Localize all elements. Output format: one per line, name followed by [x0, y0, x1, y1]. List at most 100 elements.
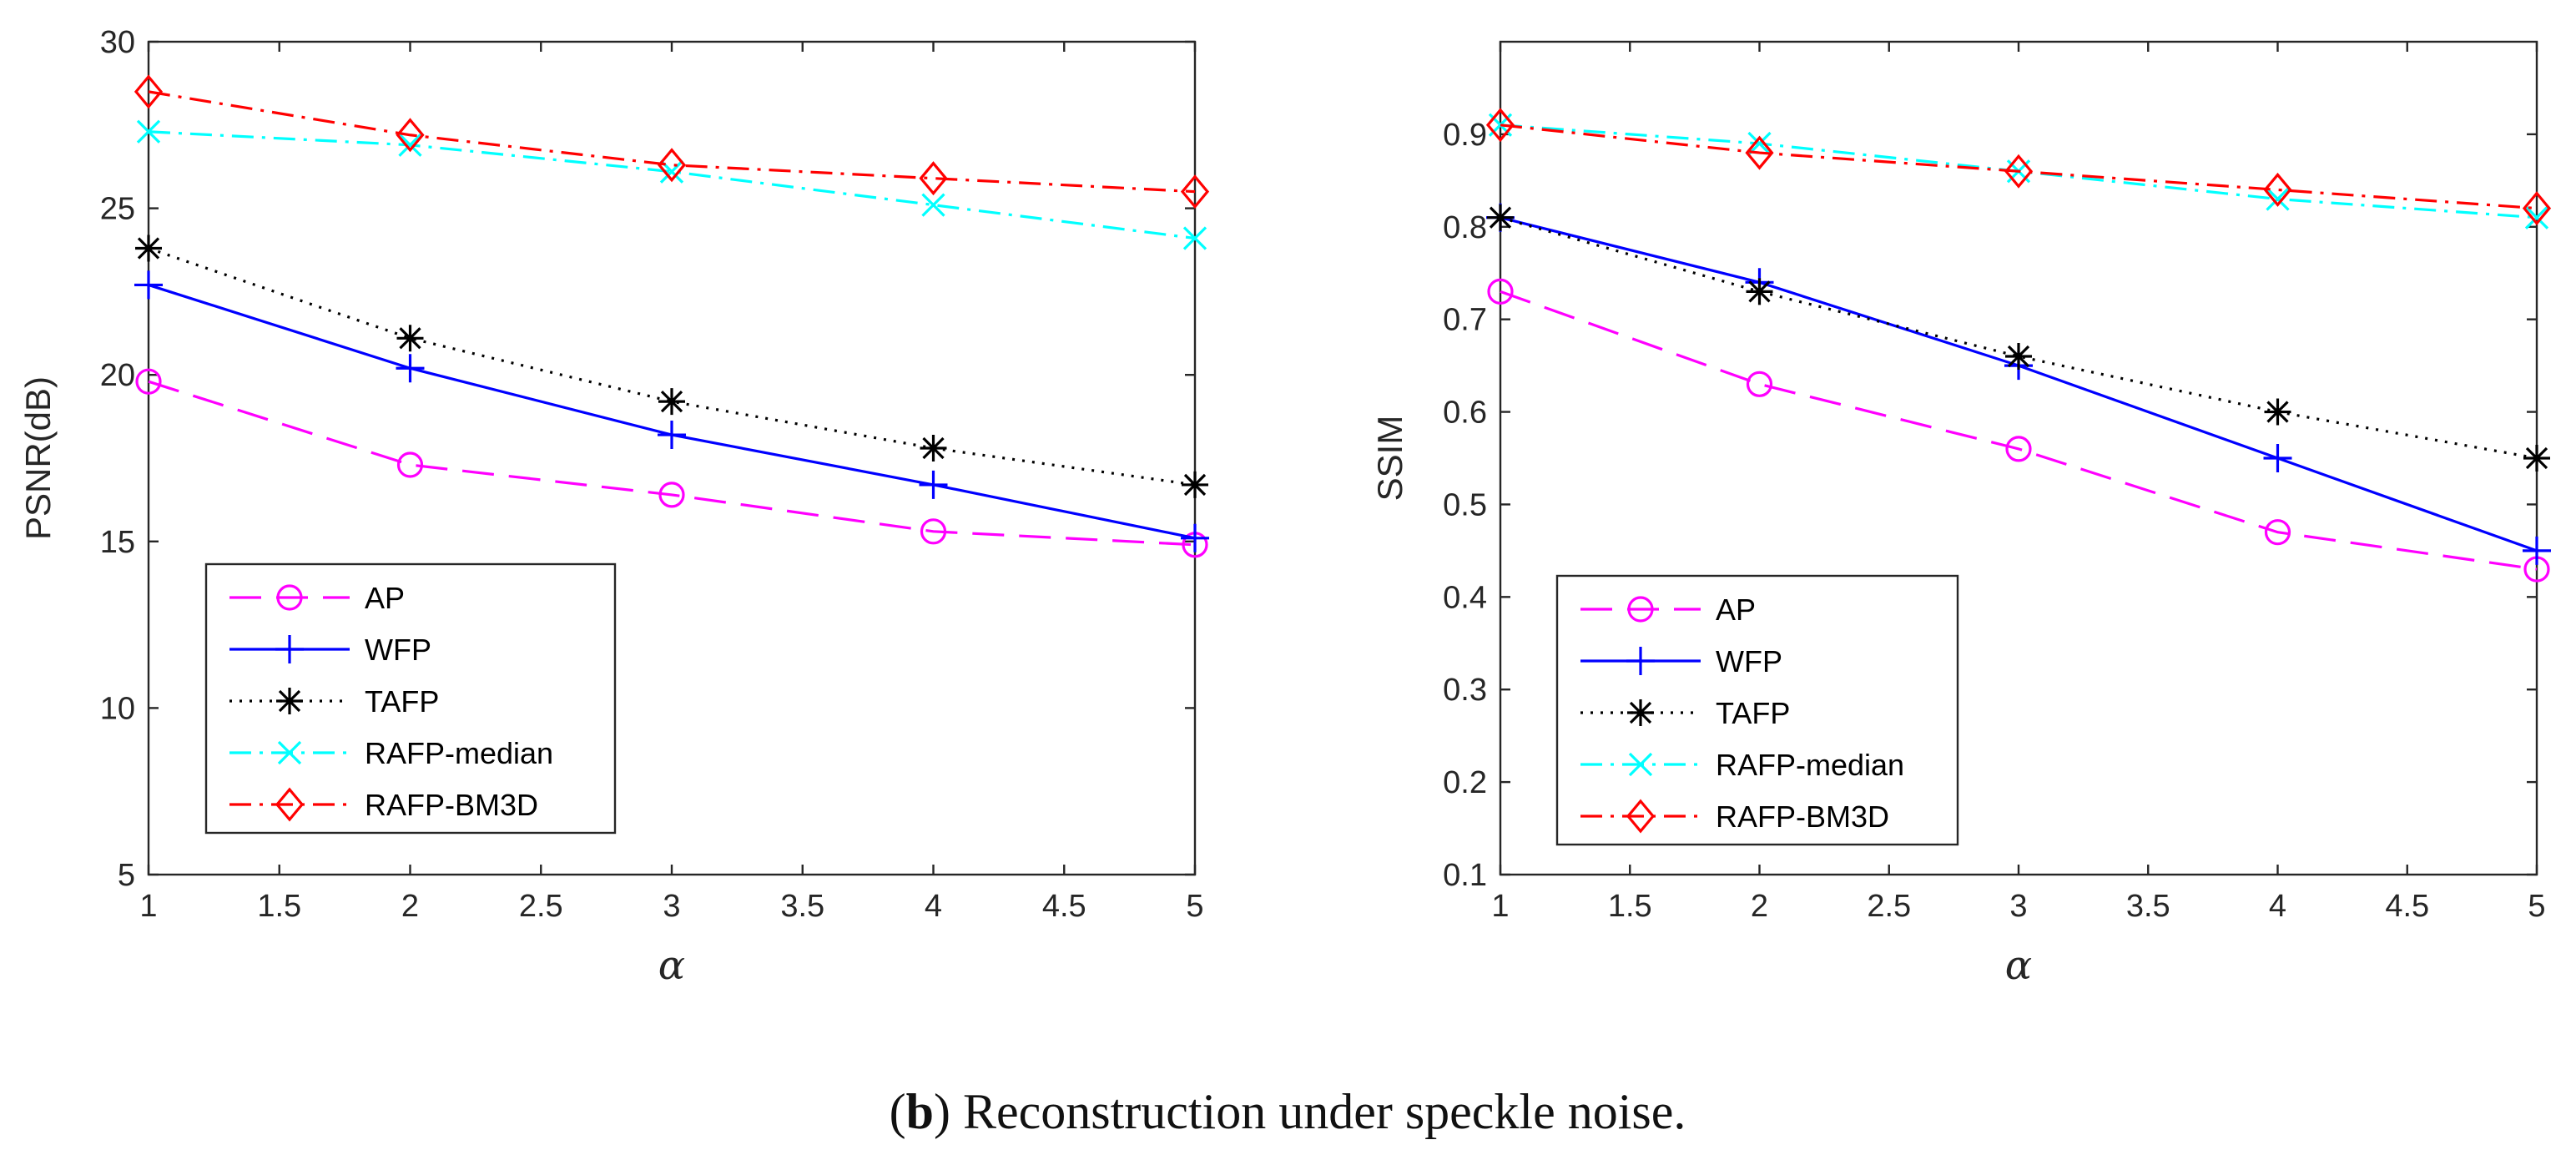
data-point-rafp-median — [2524, 205, 2549, 229]
legend-marker-rafp-median — [1628, 752, 1653, 777]
legend-marker-wfp — [1626, 647, 1655, 675]
legend-marker-wfp — [275, 635, 304, 663]
data-point-tafp — [1182, 471, 1208, 498]
data-point-tafp — [2264, 398, 2291, 426]
x-tick-label: 4 — [925, 889, 942, 924]
x-tick-label: 1 — [1491, 889, 1509, 924]
x-tick-label: 1.5 — [257, 889, 301, 924]
data-point-tafp — [396, 325, 424, 352]
legend-marker-ap — [276, 584, 303, 611]
legend-marker-rafp-median — [277, 740, 302, 765]
data-point-tafp — [135, 235, 162, 262]
x-tick-label: 1.5 — [1608, 889, 1652, 924]
y-tick-label: 0.4 — [1443, 580, 1487, 615]
data-point-tafp — [1746, 278, 1773, 305]
data-point-rafp-bm3d — [1485, 108, 1515, 143]
data-point-rafp-bm3d — [1745, 135, 1774, 170]
legend-marker-ap — [1627, 596, 1654, 623]
legend-label-rafp-median: RAFP-median — [1716, 748, 1904, 782]
legend-label-rafp-bm3d: RAFP-BM3D — [1716, 799, 1889, 834]
data-point-tafp — [2523, 445, 2550, 472]
y-tick-label: 5 — [118, 858, 135, 893]
y-tick-label: 0.1 — [1443, 858, 1487, 893]
caption-label: b — [906, 1084, 934, 1139]
psnr-chart: 1 1.5 2 2.5 3 3.5 4 4.5 5 5 10 15 20 25 30 α PSNR(dB) AP W… — [18, 25, 1210, 989]
data-point-rafp-median — [398, 133, 422, 157]
data-point-rafp-median — [2266, 187, 2290, 211]
y-tick-label: 0.5 — [1443, 487, 1487, 522]
data-point-ap — [2264, 519, 2291, 546]
data-point-rafp-bm3d — [2263, 172, 2292, 207]
y-tick-label: 0.9 — [1443, 118, 1487, 153]
series-line-ap — [1500, 290, 2538, 571]
data-point-tafp — [1487, 204, 1514, 231]
legend-marker-rafp-bm3d — [1626, 799, 1656, 834]
y-tick-label: 25 — [100, 192, 135, 227]
data-point-rafp-bm3d — [134, 74, 164, 109]
x-tick-label: 5 — [2528, 889, 2545, 924]
legend-label-wfp: WFP — [365, 633, 431, 667]
caption-open: ( — [890, 1084, 906, 1139]
x-axis-label: α — [2005, 942, 2032, 989]
data-point-ap — [2005, 436, 2032, 462]
data-point-wfp — [919, 470, 948, 499]
legend-label-ap: AP — [365, 581, 405, 615]
x-tick-label: 4.5 — [2385, 889, 2429, 924]
series-line-wfp — [1500, 216, 2538, 552]
series-rafp-bm3d — [134, 74, 1210, 209]
data-point-rafp-bm3d — [1180, 174, 1210, 209]
x-tick-label: 3.5 — [780, 889, 824, 924]
legend: AP WFP TAFP RAFP-median RAFP-BM3D — [1555, 574, 1959, 846]
series-line-rafp-median — [148, 130, 1196, 240]
data-point-rafp-bm3d — [2522, 191, 2552, 226]
data-point-rafp-bm3d — [657, 148, 687, 183]
legend-label-rafp-bm3d: RAFP-BM3D — [365, 788, 538, 822]
y-tick-label: 0.3 — [1443, 673, 1487, 708]
legend-marker-rafp-bm3d — [275, 787, 305, 822]
legend-label-tafp: TAFP — [365, 684, 439, 719]
x-tick-label: 2.5 — [1867, 889, 1911, 924]
data-point-rafp-median — [921, 193, 945, 217]
data-point-ap — [920, 518, 947, 545]
x-tick-label: 2 — [1751, 889, 1768, 924]
data-point-tafp — [658, 388, 685, 416]
y-tick-label: 15 — [100, 525, 135, 560]
data-point-wfp — [134, 270, 163, 300]
legend-label-tafp: TAFP — [1716, 696, 1790, 730]
data-point-rafp-bm3d — [396, 118, 425, 153]
x-tick-label: 5 — [1186, 889, 1203, 924]
data-point-ap — [135, 368, 162, 395]
x-tick-label: 3 — [663, 889, 680, 924]
data-point-ap — [396, 451, 424, 478]
series-ap — [1487, 278, 2550, 583]
data-point-ap — [1487, 278, 1514, 305]
data-point-tafp — [2005, 343, 2032, 371]
data-point-ap — [1746, 371, 1773, 397]
x-tick-label: 4 — [2269, 889, 2286, 924]
legend-box — [1555, 574, 1959, 846]
x-axis-label: α — [658, 942, 685, 989]
x-tick-label: 2.5 — [519, 889, 563, 924]
series-ap — [135, 368, 1208, 558]
y-tick-label: 30 — [100, 25, 135, 60]
series-wfp — [134, 270, 1209, 552]
caption-text: ) Reconstruction under speckle noise. — [934, 1084, 1686, 1139]
legend-label-ap: AP — [1716, 593, 1756, 627]
x-tick-label: 3 — [2009, 889, 2027, 924]
series-line-tafp — [148, 246, 1196, 487]
y-tick-label: 0.2 — [1443, 765, 1487, 800]
ssim-chart: 1 1.5 2 2.5 3 3.5 4 4.5 5 0.1 0.2 0.3 0.4 0.5 0.6 0.7 0.… — [1370, 40, 2552, 989]
y-tick-label: 10 — [100, 691, 135, 726]
data-point-wfp — [2523, 536, 2551, 565]
data-point-wfp — [396, 354, 425, 383]
legend-label-wfp: WFP — [1716, 644, 1782, 678]
x-tick-label: 4.5 — [1042, 889, 1086, 924]
data-point-rafp-median — [1182, 226, 1207, 250]
data-point-wfp — [658, 421, 686, 450]
figure-caption: (b) Reconstruction under speckle noise. — [890, 1084, 1686, 1139]
data-point-wfp — [1181, 523, 1209, 552]
series-tafp — [135, 235, 1208, 498]
series-line-rafp-bm3d — [1500, 124, 2538, 210]
y-tick-label: 0.6 — [1443, 396, 1487, 431]
